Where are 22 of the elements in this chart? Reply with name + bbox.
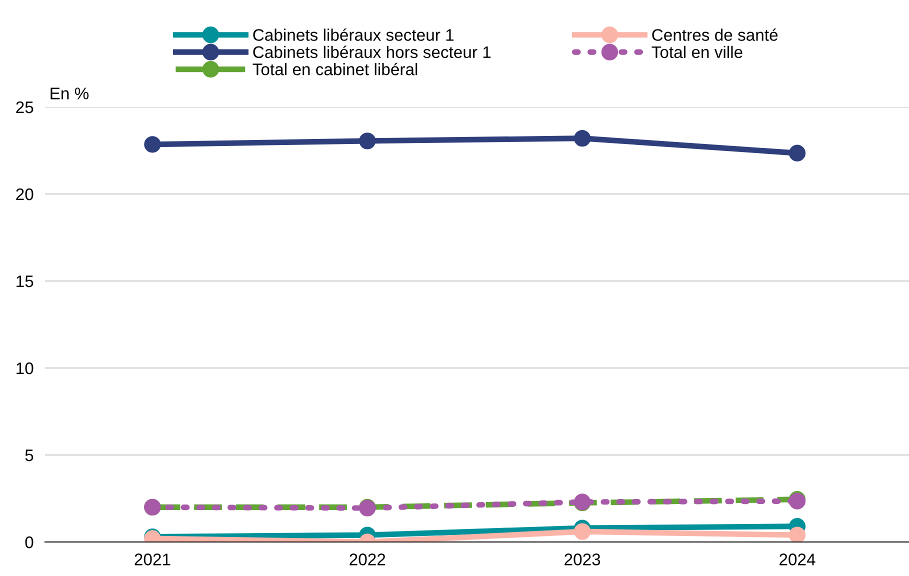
legend-label: Cabinets libéraux hors secteur 1 [253, 46, 491, 58]
legend-label: Total en cabinet libéral [252, 62, 418, 76]
y-tick-label: 5 [25, 450, 34, 462]
y-tick-label: 25 [16, 101, 34, 114]
x-tick-label: 2024 [780, 554, 816, 566]
y-tick-label: 20 [16, 188, 34, 200]
legend-label: Centres de santé [652, 28, 778, 41]
y-tick-label: 15 [16, 276, 34, 288]
x-tick-label: 2021 [134, 554, 170, 566]
point [574, 523, 591, 540]
point [574, 130, 591, 147]
x-tick-label: 2022 [350, 554, 386, 566]
point [359, 132, 376, 150]
point [788, 526, 806, 542]
legend-label: Total en ville [652, 46, 742, 58]
y-tick-label: 10 [16, 362, 34, 374]
x-tick-label: 2023 [564, 554, 600, 566]
y-tick-label: 0 [25, 536, 34, 548]
legend-label: Cabinets libéraux secteur 1 [253, 28, 454, 41]
point [788, 144, 806, 162]
y-axis-title: En % [50, 88, 89, 100]
point [144, 136, 161, 153]
